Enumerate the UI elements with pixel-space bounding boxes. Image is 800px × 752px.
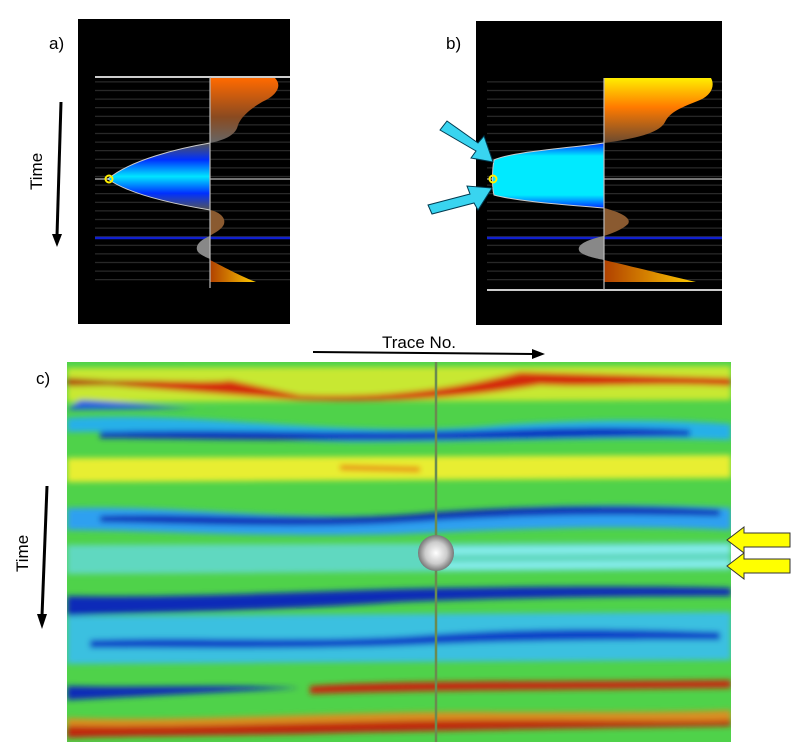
- panel-a-trough-lobe: [107, 142, 211, 211]
- trace-label: Trace No.: [382, 333, 456, 352]
- panel-b-trough-lobe: [492, 142, 605, 209]
- trace-arrow: Trace No.: [312, 333, 545, 359]
- yellow-arrow-lower: [726, 551, 791, 581]
- panel-a-peak-lobe: [210, 78, 279, 143]
- yellow-arrow-upper: [726, 525, 791, 555]
- panel-a-pick-marker: [104, 174, 114, 184]
- panel-a-label: a): [49, 34, 64, 53]
- panel-b-label: b): [446, 34, 461, 53]
- time-arrow-bottom: Time: [13, 485, 49, 629]
- panel-b: b): [427, 21, 722, 325]
- panel-c-pick-marker: [418, 535, 454, 571]
- panel-c-seismic-section: [67, 362, 731, 742]
- cyan-arrow-lower: [427, 185, 493, 215]
- time-label-top: Time: [27, 153, 46, 190]
- time-arrow-top: Time: [27, 101, 63, 247]
- panel-b-peak-lobe: [604, 78, 713, 143]
- panel-a: a): [49, 19, 290, 324]
- panel-b-pick-marker: [488, 174, 498, 184]
- cyan-arrow-upper: [439, 120, 494, 163]
- time-label-bottom: Time: [13, 535, 32, 572]
- panel-c-label: c): [36, 369, 50, 388]
